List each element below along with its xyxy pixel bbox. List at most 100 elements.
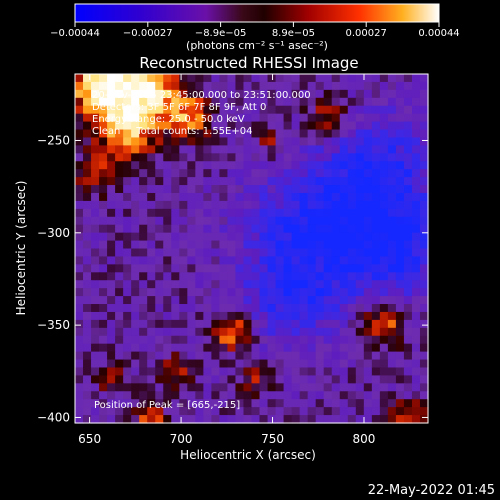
heatmap-cell xyxy=(323,288,333,297)
heatmap-cell xyxy=(155,304,164,313)
heatmap-cell xyxy=(363,415,373,424)
heatmap-cell xyxy=(91,264,100,273)
heatmap-cell xyxy=(275,81,285,91)
heatmap-cell xyxy=(243,375,253,384)
heatmap-cell xyxy=(163,113,172,123)
heatmap-cell xyxy=(91,113,100,123)
heatmap-cell xyxy=(211,359,221,369)
heatmap-cell xyxy=(203,399,212,408)
heatmap-cell xyxy=(75,121,84,131)
heatmap-cell xyxy=(275,311,285,321)
heatmap-cell xyxy=(131,74,140,83)
heatmap-cell xyxy=(267,208,277,218)
heatmap-cell xyxy=(163,129,172,139)
heatmap-cell xyxy=(379,208,389,218)
heatmap-cell xyxy=(171,264,180,273)
heatmap-cell xyxy=(107,145,116,154)
heatmap-cell xyxy=(163,335,172,345)
heatmap-cell xyxy=(179,304,188,313)
heatmap-cell xyxy=(203,296,212,305)
heatmap-cell xyxy=(411,383,421,392)
heatmap-cell xyxy=(339,375,349,384)
heatmap-cell xyxy=(395,415,405,424)
heatmap-cell xyxy=(227,319,237,329)
heatmap-cell xyxy=(299,137,309,146)
heatmap-cell xyxy=(387,311,397,321)
heatmap-cell xyxy=(179,359,188,369)
heatmap-cell xyxy=(195,319,204,329)
heatmap-cell xyxy=(147,256,156,265)
heatmap-cell xyxy=(323,74,333,83)
heatmap-cell xyxy=(379,137,389,146)
heatmap-cell xyxy=(275,399,285,408)
heatmap-cell xyxy=(379,192,389,202)
heatmap-cell xyxy=(147,129,156,139)
heatmap-cell xyxy=(123,296,132,305)
heatmap-cell xyxy=(339,224,349,234)
heatmap-cell xyxy=(387,407,397,416)
heatmap-cell xyxy=(115,153,124,162)
heatmap-cell xyxy=(83,216,92,226)
heatmap-cell xyxy=(83,256,92,265)
heatmap-cell xyxy=(235,137,245,146)
heatmap-cell xyxy=(243,208,253,218)
heatmap-cell xyxy=(235,407,245,416)
heatmap-cell xyxy=(315,343,325,353)
heatmap-cell xyxy=(235,169,245,178)
heatmap-cell xyxy=(363,327,373,337)
heatmap-cell xyxy=(363,74,373,83)
heatmap-cell xyxy=(291,169,301,178)
heatmap-cell xyxy=(235,327,245,337)
colorbar-ticks xyxy=(74,22,440,27)
heatmap-cell xyxy=(395,240,405,250)
heatmap-cell xyxy=(139,375,148,384)
heatmap-cell xyxy=(299,288,309,297)
heatmap-cell xyxy=(123,391,132,400)
heatmap-cell xyxy=(275,343,285,353)
heatmap-cell xyxy=(403,113,413,123)
heatmap-cell xyxy=(139,272,148,281)
heatmap-cell xyxy=(315,89,325,99)
heatmap-cell xyxy=(179,129,188,139)
heatmap-cell xyxy=(147,224,156,234)
heatmap-cell xyxy=(307,311,317,321)
heatmap-cell xyxy=(371,383,381,392)
heatmap-cell xyxy=(195,399,204,408)
heatmap-cell xyxy=(315,177,325,186)
heatmap-cell xyxy=(275,169,285,178)
heatmap-cell xyxy=(75,399,84,408)
heatmap-cell xyxy=(403,375,413,384)
heatmap-cell xyxy=(147,177,156,186)
heatmap-cell xyxy=(83,240,92,250)
heatmap-cell xyxy=(291,319,301,329)
heatmap-cell xyxy=(387,335,397,345)
heatmap-cell xyxy=(219,89,229,99)
heatmap-cell xyxy=(235,192,245,202)
heatmap-cell xyxy=(107,81,116,91)
heatmap-cell xyxy=(323,383,333,392)
heatmap-cell xyxy=(99,192,108,202)
heatmap-cell xyxy=(395,121,405,131)
heatmap-cell xyxy=(323,137,333,146)
heatmap-cell xyxy=(251,81,261,91)
heatmap-cell xyxy=(259,272,269,281)
heatmap-cell xyxy=(107,383,116,392)
heatmap-cell xyxy=(315,280,325,289)
heatmap-cell xyxy=(307,367,317,377)
heatmap-cell xyxy=(355,208,365,218)
heatmap-cell xyxy=(411,391,421,400)
heatmap-cell xyxy=(419,200,429,210)
heatmap-cell xyxy=(347,240,357,250)
heatmap-cell xyxy=(75,89,84,99)
heatmap-cell xyxy=(187,415,196,424)
heatmap-cell xyxy=(347,97,357,107)
heatmap-cell xyxy=(195,256,204,265)
heatmap-cell xyxy=(139,74,148,83)
heatmap-cell xyxy=(179,335,188,345)
heatmap-cell xyxy=(291,335,301,345)
heatmap-cell xyxy=(355,240,365,250)
heatmap-cell xyxy=(171,399,180,408)
heatmap-cell xyxy=(83,74,92,83)
heatmap-cell xyxy=(163,137,172,146)
heatmap-cell xyxy=(83,89,92,99)
